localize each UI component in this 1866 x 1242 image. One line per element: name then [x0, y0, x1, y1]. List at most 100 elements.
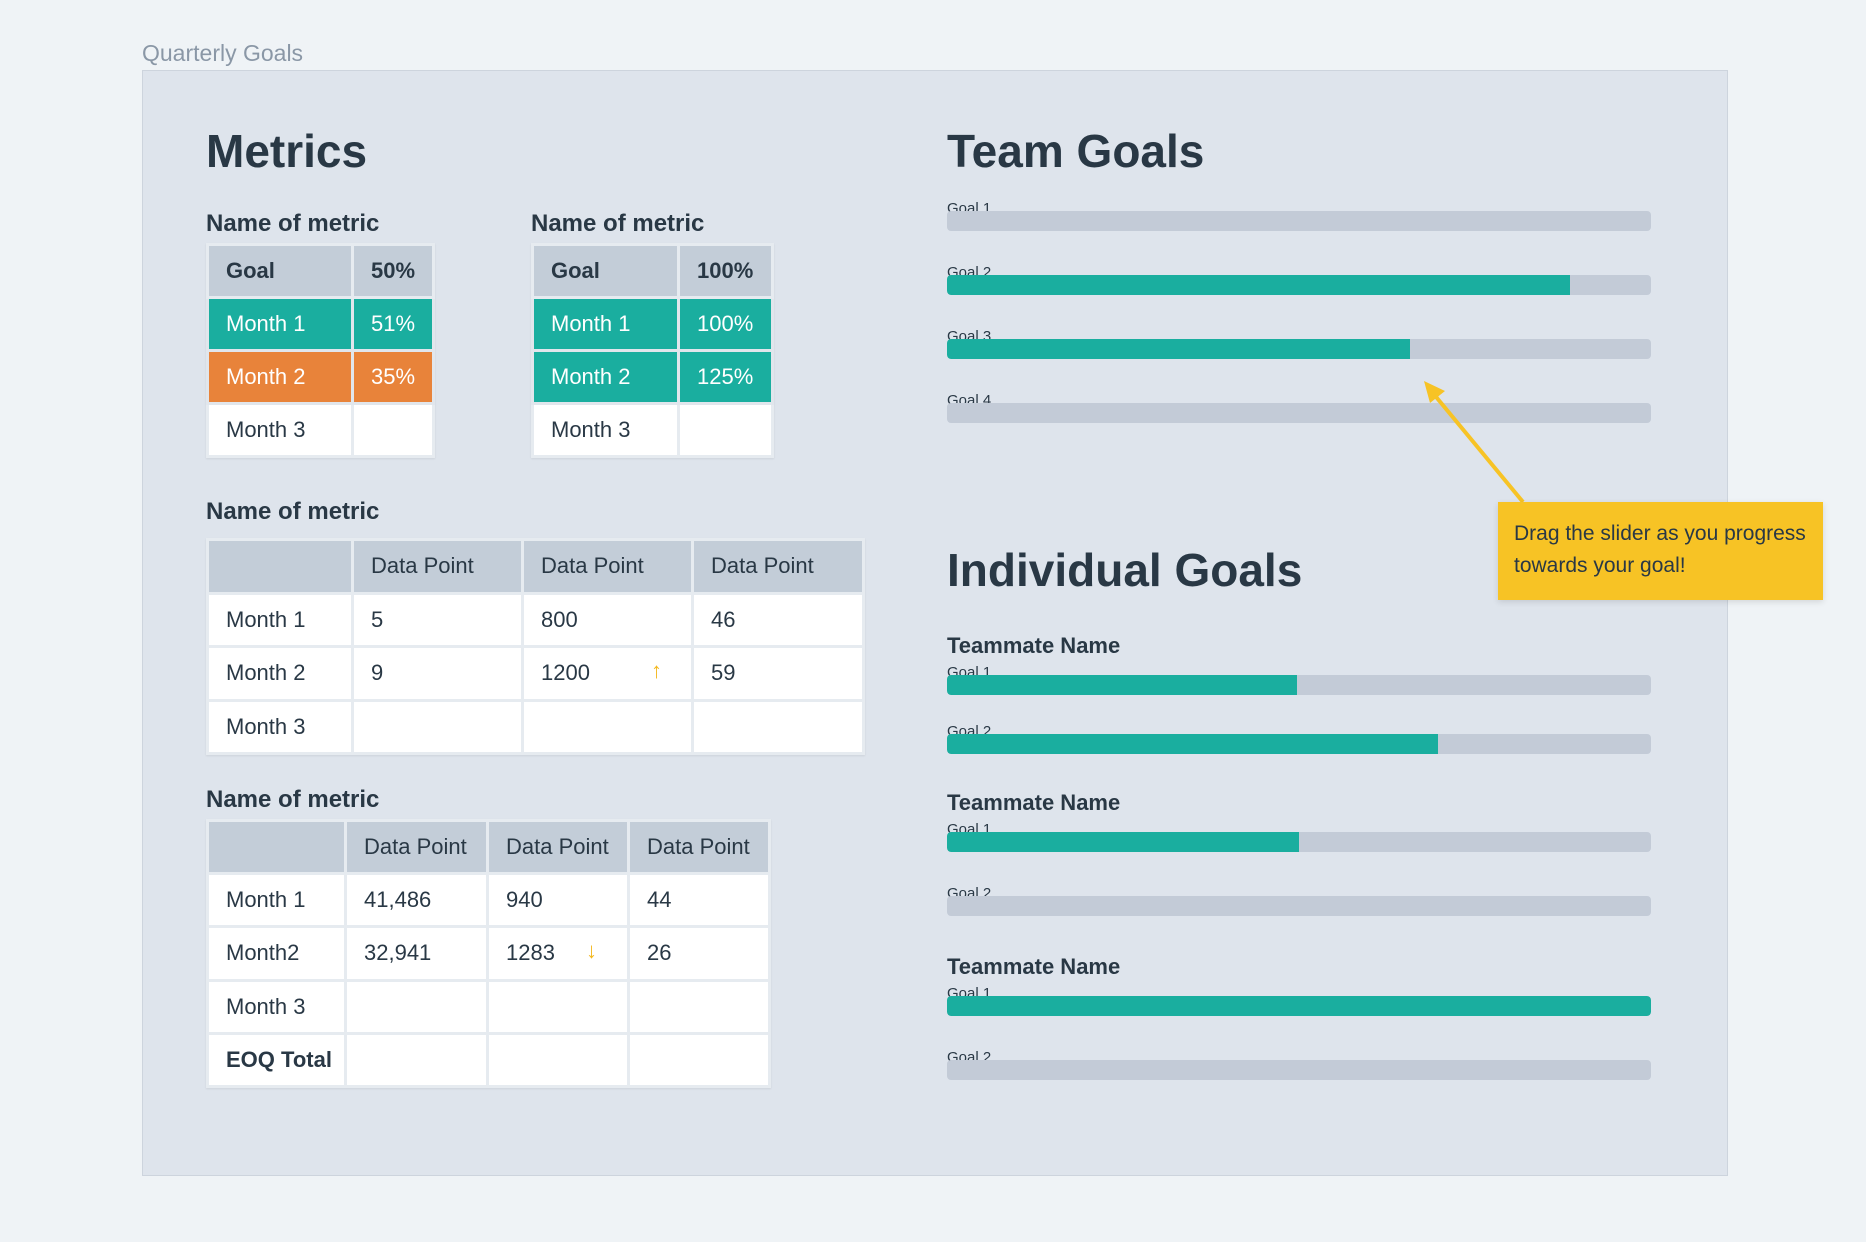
individual-goal-slider[interactable] [947, 675, 1651, 695]
cell-content: Month 3 [226, 417, 351, 443]
column-header [206, 538, 354, 595]
table-header-row: Goal 100% [531, 243, 774, 299]
cell-value: Month2 [226, 940, 300, 966]
metric-name-label: Name of metric [206, 210, 380, 237]
cell-content: Month 2 [551, 364, 677, 390]
cell-value: 35% [371, 364, 416, 389]
cell-value: Month 3 [226, 417, 306, 442]
individual-goal-slider-fill [947, 734, 1438, 754]
cell-value: 41,486 [364, 887, 432, 913]
cell-value: 51% [371, 311, 416, 336]
cell-content: 44 [647, 887, 768, 913]
metric-table: Goal 100% Month 1 100% Month 2 125% Month 3 [531, 243, 774, 458]
team-goal-slider[interactable] [947, 211, 1651, 231]
column-header: Data Point [486, 818, 630, 876]
team-goals-title: Team Goals [947, 125, 1205, 177]
team-goal-slider[interactable] [947, 275, 1651, 295]
cell-value: 125% [697, 364, 754, 389]
row-label-cell: Month 2 [531, 349, 680, 405]
row-label-cell: Month 3 [206, 698, 354, 755]
cell-value: Month 1 [226, 887, 306, 913]
cell-value: Month 3 [551, 417, 631, 442]
metrics-title: Metrics [206, 125, 368, 177]
table-cell: 46 [691, 591, 865, 648]
cell-content: Month2 [226, 940, 344, 966]
table-cell [344, 1031, 489, 1088]
cell-content: 100% [697, 311, 771, 337]
table-row: Month 3 [206, 402, 435, 458]
cell-value: Month 1 [551, 311, 631, 336]
cell-content: 800 [541, 607, 691, 633]
cell-value: 59 [711, 660, 736, 686]
individual-goal-slider[interactable] [947, 996, 1651, 1016]
cell-content: 5 [371, 607, 521, 633]
metric-name-label: Name of metric [206, 786, 380, 813]
row-label-cell: Month 2 [206, 349, 354, 405]
metric-name-label: Name of metric [531, 210, 705, 237]
cell-value: 940 [506, 887, 543, 913]
row-label-cell: Month 3 [206, 402, 354, 458]
cell-content: Month 1 [551, 311, 677, 337]
arrow-down-icon: ↓ [586, 938, 597, 964]
individual-goal-slider[interactable] [947, 896, 1651, 916]
column-header: Data Point [521, 538, 694, 595]
table-cell [627, 978, 771, 1035]
team-goal-slider[interactable] [947, 339, 1651, 359]
cell-value: Month 2 [226, 364, 306, 389]
team-goal-slider-fill [947, 275, 1571, 295]
table-cell [627, 1031, 771, 1088]
column-header: Data Point [691, 538, 865, 595]
cell-content: EOQ Total [226, 1047, 344, 1073]
metric-table: Data Point Data Point Data Point Month 1 5 80… [206, 538, 865, 755]
column-header: Data Point [344, 818, 489, 876]
table-cell: 9 [351, 645, 524, 702]
cell-value: 5 [371, 606, 384, 632]
table-cell: 5 [351, 591, 524, 648]
cell-value: EOQ Total [226, 1046, 332, 1072]
table-header-row: Data Point Data Point Data Point [206, 538, 865, 595]
table-header-row: Data Point Data Point Data Point [206, 818, 771, 876]
table-cell: 800 [521, 591, 694, 648]
cell-value: 26 [647, 940, 672, 966]
individual-goal-slider-fill [947, 832, 1299, 852]
page-label: Quarterly Goals [142, 40, 304, 66]
individual-goal-slider[interactable] [947, 1060, 1651, 1080]
cell-value: Month 3 [226, 993, 306, 1019]
individual-goal-slider[interactable] [947, 832, 1651, 852]
table-row: Month 1 41,486 940 44 [206, 872, 771, 929]
cell-content: 35% [371, 364, 432, 390]
column-header: Goal [531, 243, 680, 299]
table-row: Month 3 [531, 402, 774, 458]
column-header [206, 818, 347, 876]
team-goal-slider-fill [947, 339, 1411, 359]
individual-goal-slider[interactable] [947, 734, 1651, 754]
arrow-up-icon: ↑ [651, 658, 662, 684]
team-goal-slider[interactable] [947, 403, 1651, 423]
cell-content: 41,486 [364, 887, 486, 913]
table-row: Month 3 [206, 978, 771, 1035]
row-label-cell: Month2 [206, 925, 347, 982]
table-cell [486, 978, 630, 1035]
column-header: 50% [351, 243, 435, 299]
metric-table: Goal 50% Month 1 51% Month 2 35% Month 3 [206, 243, 435, 458]
table-cell: 59 [691, 645, 865, 702]
cell-content: 26 [647, 940, 768, 966]
table-row: Month 2 9 1200 ↑ 59 [206, 645, 865, 702]
table-cell: 1200 ↑ [521, 645, 694, 702]
column-header: Goal [206, 243, 354, 299]
row-label-cell: Month 3 [531, 402, 680, 458]
table-cell: 1283 ↓ [486, 925, 630, 982]
cell-content: 9 [371, 660, 521, 686]
table-header-row: Goal 50% [206, 243, 435, 299]
cell-value: 32,941 [364, 940, 432, 966]
table-row: Month 2 35% [206, 349, 435, 405]
metric-table: Data Point Data Point Data Point Month 1 41,… [206, 818, 771, 1088]
table-row: Month 1 51% [206, 296, 435, 352]
table-cell: 51% [351, 296, 435, 352]
table-row: Month 3 [206, 698, 865, 755]
cell-content: Month 3 [226, 714, 351, 740]
table-cell: 41,486 [344, 872, 489, 929]
row-label-cell: Month 1 [206, 872, 347, 929]
table-row: Month 1 5 800 46 [206, 591, 865, 648]
